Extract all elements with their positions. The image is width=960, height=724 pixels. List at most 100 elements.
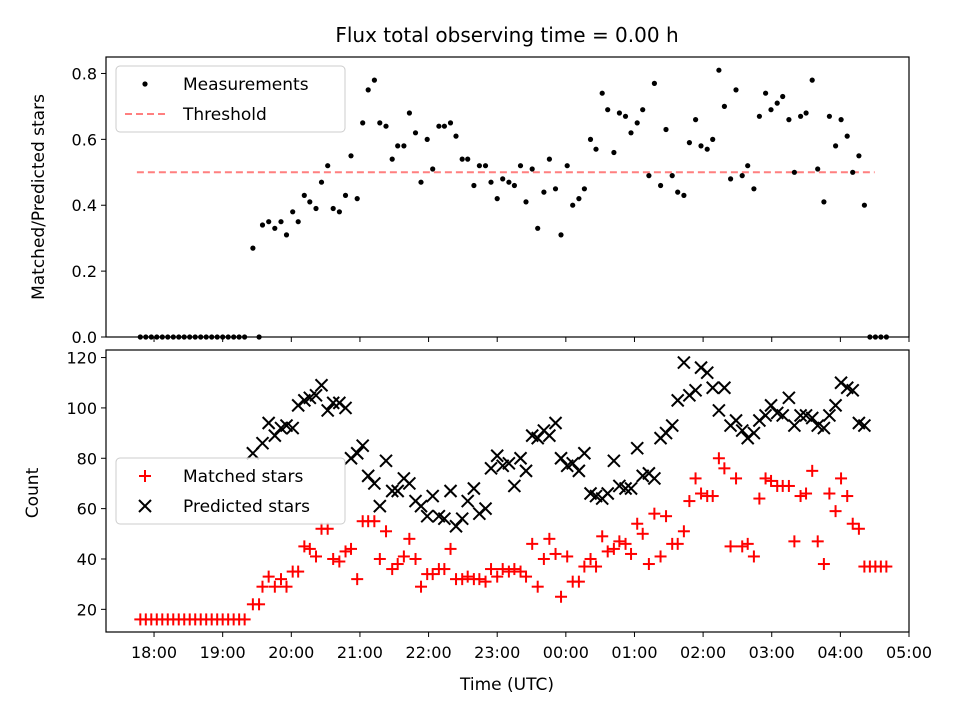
matched-star-point xyxy=(339,545,352,558)
matched-star-point xyxy=(613,535,626,548)
predicted-star-point xyxy=(665,418,679,433)
bottom-marks xyxy=(134,355,893,626)
measurement-point xyxy=(541,189,547,195)
matched-star-point xyxy=(473,573,486,586)
measurement-point xyxy=(430,166,436,172)
bottom-legend-box xyxy=(115,457,346,525)
predicted-star-point xyxy=(677,355,691,370)
predicted-star-point xyxy=(261,416,276,430)
legend-matched-marker xyxy=(139,470,151,482)
predicted-star-point xyxy=(542,428,557,443)
predicted-star-point xyxy=(443,484,458,498)
measurement-point xyxy=(552,186,559,192)
measurement-point xyxy=(272,225,278,231)
measurement-point xyxy=(815,166,821,172)
matched-star-point xyxy=(817,558,830,571)
matched-star-point xyxy=(788,535,801,548)
matched-star-point xyxy=(479,575,492,588)
x-tick-label: 19:00 xyxy=(200,643,246,662)
measurement-point xyxy=(535,225,541,231)
measurement-point xyxy=(616,110,623,116)
measurement-point xyxy=(570,202,576,208)
measurement-point xyxy=(756,113,763,119)
top-y-tick-label: 0.8 xyxy=(72,64,97,83)
matched-star-point xyxy=(648,507,661,520)
bottom-panel: 20 40 60 80 100 120 18:00 19:00 20:00 21:00 22:00… xyxy=(23,349,932,695)
legend-predicted-label: Predicted stars xyxy=(183,497,310,517)
matched-star-point xyxy=(765,474,778,487)
measurement-point xyxy=(739,173,745,179)
predicted-star-point xyxy=(314,378,329,392)
matched-star-point xyxy=(351,573,364,586)
predicted-star-point xyxy=(805,411,819,425)
predicted-star-point xyxy=(846,383,860,397)
matched-star-point xyxy=(636,527,649,540)
matched-star-point xyxy=(321,522,334,535)
predicted-star-point xyxy=(309,388,323,403)
matched-star-point xyxy=(415,580,428,593)
measurement-point xyxy=(587,136,594,142)
measurement-point xyxy=(325,163,331,169)
predicted-star-point xyxy=(828,398,843,413)
matched-star-point xyxy=(806,464,819,477)
top-x-ticks xyxy=(153,337,910,342)
measurement-point xyxy=(838,117,844,123)
measurement-point xyxy=(564,163,570,169)
predicted-star-point xyxy=(607,454,621,468)
measurement-point xyxy=(546,156,553,162)
predicted-star-point xyxy=(425,489,440,503)
matched-star-point xyxy=(619,537,632,550)
matched-star-point xyxy=(333,555,346,568)
x-tick-label: 01:00 xyxy=(611,643,657,662)
predicted-star-point xyxy=(630,441,644,455)
predicted-star-point xyxy=(577,446,592,460)
matched-star-point xyxy=(397,550,410,563)
measurement-point xyxy=(763,90,769,96)
top-y-tick-label: 0.6 xyxy=(72,130,97,149)
measurement-point xyxy=(640,107,646,113)
matched-star-point xyxy=(373,552,386,565)
predicted-star-point xyxy=(455,511,469,526)
measurement-point xyxy=(406,110,412,116)
measurement-point xyxy=(693,117,699,123)
bottom-y-tick-label: 60 xyxy=(77,500,97,519)
measurement-point xyxy=(733,87,739,93)
matched-star-point xyxy=(736,540,749,553)
predicted-star-point xyxy=(255,436,270,450)
x-tick-label: 21:00 xyxy=(337,643,383,662)
top-y-tick-label: 0.4 xyxy=(72,196,97,215)
matched-star-point xyxy=(380,525,393,538)
predicted-star-point xyxy=(519,464,533,478)
matched-star-point xyxy=(485,563,498,576)
top-y-tick-label: 0.2 xyxy=(72,262,97,281)
matched-star-point xyxy=(596,530,609,543)
measurement-point xyxy=(511,182,517,189)
predicted-star-point xyxy=(624,481,638,496)
matched-star-point xyxy=(280,580,293,593)
predicted-star-point xyxy=(600,486,615,501)
matched-star-point xyxy=(461,570,474,583)
matched-star-point xyxy=(426,568,439,581)
matched-star-point xyxy=(256,580,269,593)
predicted-star-point xyxy=(747,426,761,440)
predicted-star-point xyxy=(572,464,586,478)
matched-star-point xyxy=(409,552,422,565)
predicted-star-point xyxy=(355,438,370,453)
measurement-point xyxy=(354,196,360,202)
predicted-star-point xyxy=(467,481,481,496)
matched-star-point xyxy=(268,580,281,593)
bottom-y-axis-label: Count xyxy=(23,467,43,518)
measurement-point xyxy=(259,222,266,228)
measurement-point xyxy=(313,205,319,212)
matched-star-point xyxy=(607,542,620,555)
matched-star-point xyxy=(625,547,638,560)
predicted-star-point xyxy=(326,396,340,410)
predicted-star-point xyxy=(776,408,790,423)
measurement-point xyxy=(558,232,564,238)
measurement-point xyxy=(250,245,256,251)
predicted-star-point xyxy=(817,421,831,435)
matched-star-point xyxy=(712,452,725,465)
predicted-star-point xyxy=(507,479,522,493)
predicted-star-point xyxy=(548,416,563,430)
matched-star-point xyxy=(759,472,772,485)
